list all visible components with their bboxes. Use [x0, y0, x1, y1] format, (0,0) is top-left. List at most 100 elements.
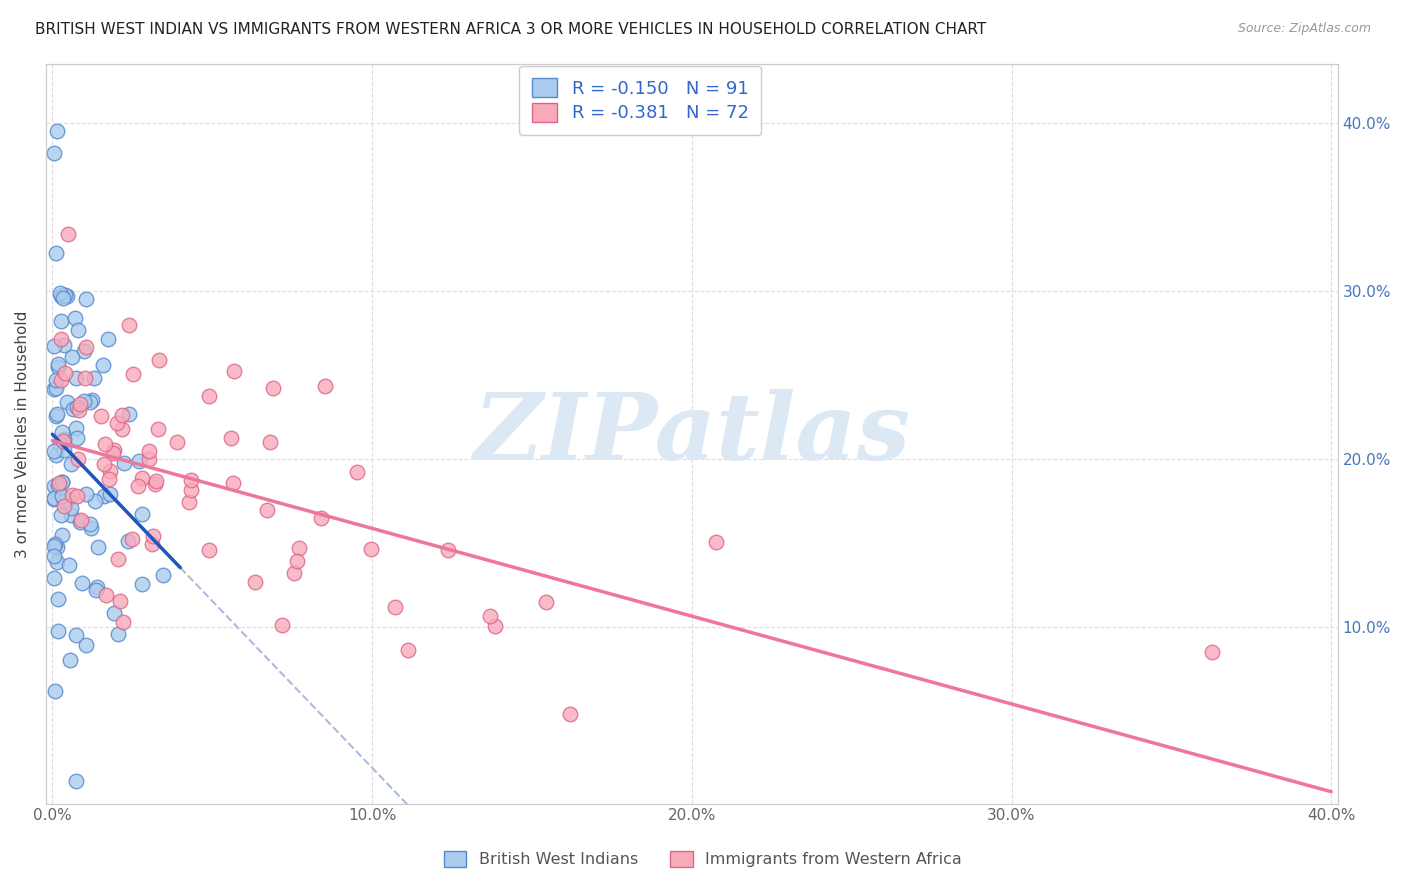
Point — [86, 581, 108, 595]
Point — [360, 542, 382, 557]
Text: ZIPatlas: ZIPatlas — [474, 389, 910, 479]
Point — [44, 536, 66, 550]
Point — [138, 451, 160, 466]
Point — [73, 371, 96, 385]
Point — [51, 288, 73, 302]
Point — [46, 407, 69, 421]
Point — [49, 285, 72, 300]
Point — [69, 515, 91, 529]
Point — [197, 543, 219, 558]
Point — [46, 359, 69, 374]
Point — [148, 352, 170, 367]
Point — [51, 489, 73, 503]
Point — [46, 478, 69, 492]
Point — [141, 537, 163, 551]
Point — [51, 373, 73, 387]
Point — [127, 479, 149, 493]
Point — [65, 310, 87, 325]
Point — [221, 431, 243, 445]
Point — [44, 683, 66, 698]
Point — [42, 491, 65, 506]
Point — [60, 487, 83, 501]
Point — [51, 528, 73, 542]
Point — [65, 421, 87, 435]
Point — [70, 576, 93, 591]
Point — [42, 571, 65, 585]
Point — [58, 558, 80, 572]
Point — [65, 773, 87, 788]
Point — [91, 358, 114, 372]
Point — [94, 588, 117, 602]
Point — [179, 495, 201, 509]
Point — [197, 388, 219, 402]
Point — [49, 437, 72, 451]
Point — [60, 508, 83, 522]
Point — [44, 380, 66, 394]
Point — [56, 289, 79, 303]
Point — [100, 464, 122, 478]
Point — [45, 409, 67, 424]
Point — [51, 314, 73, 328]
Point — [437, 543, 460, 558]
Point — [285, 554, 308, 568]
Point — [73, 393, 96, 408]
Point — [107, 627, 129, 641]
Point — [51, 425, 73, 440]
Point — [79, 521, 101, 535]
Point — [51, 475, 73, 490]
Point — [93, 489, 115, 503]
Point — [145, 474, 167, 488]
Point — [48, 624, 70, 638]
Point — [243, 575, 266, 590]
Point — [49, 508, 72, 522]
Point — [103, 606, 125, 620]
Point — [121, 368, 143, 382]
Legend: R = -0.150   N = 91, R = -0.381   N = 72: R = -0.150 N = 91, R = -0.381 N = 72 — [519, 66, 761, 135]
Point — [67, 323, 90, 337]
Point — [131, 577, 153, 591]
Text: BRITISH WEST INDIAN VS IMMIGRANTS FROM WESTERN AFRICA 3 OR MORE VEHICLES IN HOUS: BRITISH WEST INDIAN VS IMMIGRANTS FROM W… — [35, 22, 987, 37]
Point — [42, 539, 65, 553]
Point — [259, 435, 281, 450]
Point — [256, 502, 278, 516]
Point — [103, 446, 125, 460]
Point — [111, 422, 134, 436]
Y-axis label: 3 or more Vehicles in Household: 3 or more Vehicles in Household — [15, 310, 30, 558]
Point — [148, 422, 170, 436]
Point — [59, 500, 82, 515]
Point — [75, 638, 97, 652]
Point — [180, 473, 202, 487]
Point — [118, 407, 141, 421]
Point — [53, 366, 76, 380]
Point — [103, 443, 125, 458]
Point — [346, 466, 368, 480]
Point — [704, 534, 727, 549]
Point — [45, 245, 67, 260]
Point — [66, 451, 89, 466]
Point — [309, 510, 332, 524]
Point — [224, 364, 246, 378]
Point — [79, 395, 101, 409]
Point — [112, 457, 135, 471]
Point — [271, 617, 294, 632]
Point — [60, 457, 83, 471]
Point — [121, 532, 143, 546]
Point — [97, 332, 120, 346]
Point — [62, 402, 84, 417]
Point — [180, 483, 202, 497]
Point — [112, 615, 135, 629]
Point — [45, 448, 67, 462]
Point — [51, 332, 73, 346]
Point — [56, 491, 79, 506]
Point — [97, 472, 120, 486]
Point — [59, 653, 82, 667]
Point — [384, 599, 406, 614]
Point — [1201, 645, 1223, 659]
Point — [67, 403, 90, 417]
Point — [87, 540, 110, 554]
Point — [83, 371, 105, 385]
Point — [94, 437, 117, 451]
Point — [52, 494, 75, 508]
Point — [118, 318, 141, 332]
Point — [45, 124, 67, 138]
